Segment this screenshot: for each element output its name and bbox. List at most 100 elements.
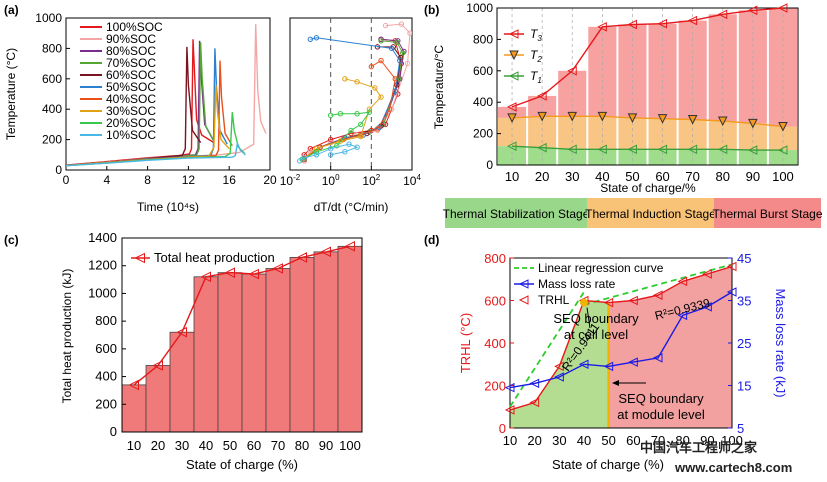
- panel-a2-point: [354, 79, 360, 85]
- panel-a2-point: [400, 50, 406, 56]
- panel-c-ytick-label: 400: [95, 369, 117, 384]
- panel-a2-point: [397, 57, 403, 64]
- panel-b-bar-t1: [498, 146, 527, 165]
- panel-d-massloss-point: [652, 353, 663, 363]
- panel-a-legend-label: 80%SOC: [106, 44, 156, 58]
- panel-d-trhl-point: [677, 276, 688, 287]
- panel-b-bars: [498, 8, 797, 165]
- panel-d-xtick-label: 80: [675, 433, 689, 448]
- panel-c-series-line: [133, 245, 351, 386]
- panel-b-series-line: [511, 115, 784, 128]
- panel-a2-point: [366, 106, 373, 112]
- panel-b-xtick-label: 60: [655, 169, 669, 184]
- panel-b-legend: T3 T2 T1: [504, 27, 542, 85]
- panel-c-xtick-label: 20: [151, 438, 165, 453]
- panel-d-ytick-left-label: 200: [484, 379, 506, 394]
- panel-c-ylabel: Total heat production (kJ): [60, 269, 74, 404]
- panel-c-xtick-label: 30: [175, 438, 189, 453]
- panel-d-series: [504, 261, 737, 415]
- panel-d-xtick-label: 30: [552, 433, 566, 448]
- panel-b-point: [537, 111, 547, 122]
- panel-d-cell-boundary-marker: [580, 298, 588, 307]
- panel-b-ytick-label: 600: [473, 64, 493, 78]
- panel-b-point: [507, 113, 517, 124]
- panel-d-xtick-label: 100: [721, 433, 743, 448]
- panel-c-xtick-label: 80: [295, 438, 309, 453]
- panel-b-label: (b): [424, 3, 439, 17]
- panel-a-series: [66, 24, 267, 167]
- panel-d-massloss-point: [702, 302, 712, 312]
- panel-d-trhl-point: [529, 397, 540, 408]
- panel-d-annotation-arrowhead: [612, 380, 619, 386]
- panel-a2-point: [313, 35, 320, 41]
- panel-b-bar-t1: [678, 149, 707, 165]
- panel-b-stage-label: Thermal Induction Stage: [585, 207, 716, 221]
- panel-a2-series-line: [303, 38, 405, 160]
- panel-a2-point: [386, 106, 393, 112]
- panel-a2-plot-frame: [289, 17, 413, 171]
- panel-c-point: [344, 241, 355, 252]
- panel-a2-point: [374, 126, 381, 132]
- panel-a2-point: [313, 152, 320, 158]
- panel-d-annotation-text: SEQ boundary: [618, 391, 704, 406]
- panel-c-point: [152, 360, 163, 371]
- panel-c-point: [176, 326, 187, 338]
- panel-a2-point: [301, 155, 307, 161]
- panel-b-point: [687, 144, 698, 155]
- panel-a-xtick-label: 16: [223, 173, 237, 187]
- panel-a2-point: [337, 138, 344, 144]
- panel-a2-point: [382, 22, 389, 29]
- panel-d-ytick-right-label: 25: [737, 336, 751, 351]
- panel-b-point: [717, 144, 728, 155]
- panel-c-series: [128, 241, 355, 391]
- panel-d-trhl-line: [509, 265, 733, 411]
- panel-c-xtick-label: 40: [199, 438, 213, 453]
- watermark: 中国汽车工程师之家 www.cartech8.com: [640, 440, 792, 475]
- panel-b-xtick-label: 50: [625, 169, 639, 184]
- panel-c-point: [200, 271, 211, 283]
- panel-b-point: [567, 144, 577, 155]
- panel-a2-point: [378, 57, 384, 64]
- panel-d-ytick-left-label: 600: [484, 294, 506, 309]
- panel-c-xtick-label: 100: [339, 438, 361, 453]
- panel-c-bar: [265, 268, 291, 433]
- panel-d-massloss-point: [504, 382, 515, 393]
- panel-c-point: [272, 263, 283, 274]
- panel-c-point: [296, 252, 307, 263]
- panel-b-point: [687, 15, 698, 26]
- panel-a2: 10-2 100 102 104 dT/dt (°C/min): [280, 17, 421, 214]
- panel-b-bar-t1: [738, 150, 767, 165]
- panel-b-point: [748, 118, 758, 129]
- panel-a2-point: [390, 44, 396, 50]
- panel-a2-point: [307, 36, 314, 42]
- panel-d-trhl-point: [652, 290, 663, 300]
- panel-a-series-line: [66, 24, 267, 167]
- panel-b-point: [627, 19, 637, 30]
- panel-c-legend-marker: [134, 252, 145, 264]
- panel-b-point: [537, 91, 547, 101]
- panel-c-ytick-label: 200: [95, 396, 117, 411]
- panel-d-annotation-text: at module level: [617, 407, 705, 422]
- panel-c-bar: [241, 273, 267, 433]
- panel-b-point: [717, 116, 728, 127]
- panel-b-xtick-label: 40: [595, 169, 609, 184]
- panel-c-ytick-label: 600: [95, 341, 117, 356]
- panel-a2-point: [297, 158, 303, 164]
- panel-b-legend-label: T2: [530, 48, 542, 64]
- panel-b-point: [777, 145, 788, 155]
- panel-a2-point: [366, 109, 373, 115]
- panel-d-legend: Linear regression curve Mass loss rate TRH…: [514, 261, 664, 307]
- panel-d-trhl-point: [702, 269, 712, 279]
- panel-b-stage-label: Thermal Burst Stage: [712, 207, 822, 221]
- panel-b-legend-subscript: 3: [537, 34, 542, 43]
- panel-a2-xtick-label: 104: [403, 173, 421, 188]
- panel-b-point: [537, 142, 547, 153]
- panel-a2-point: [337, 111, 344, 117]
- panel-c-plot-frame: [121, 237, 363, 433]
- panel-c: (c) 10 20 30 40 50 60 70 80 90 100020040060080010…: [4, 230, 363, 472]
- panel-a-ytick-label: 600: [42, 72, 62, 86]
- panel-a2-series-line: [303, 38, 402, 161]
